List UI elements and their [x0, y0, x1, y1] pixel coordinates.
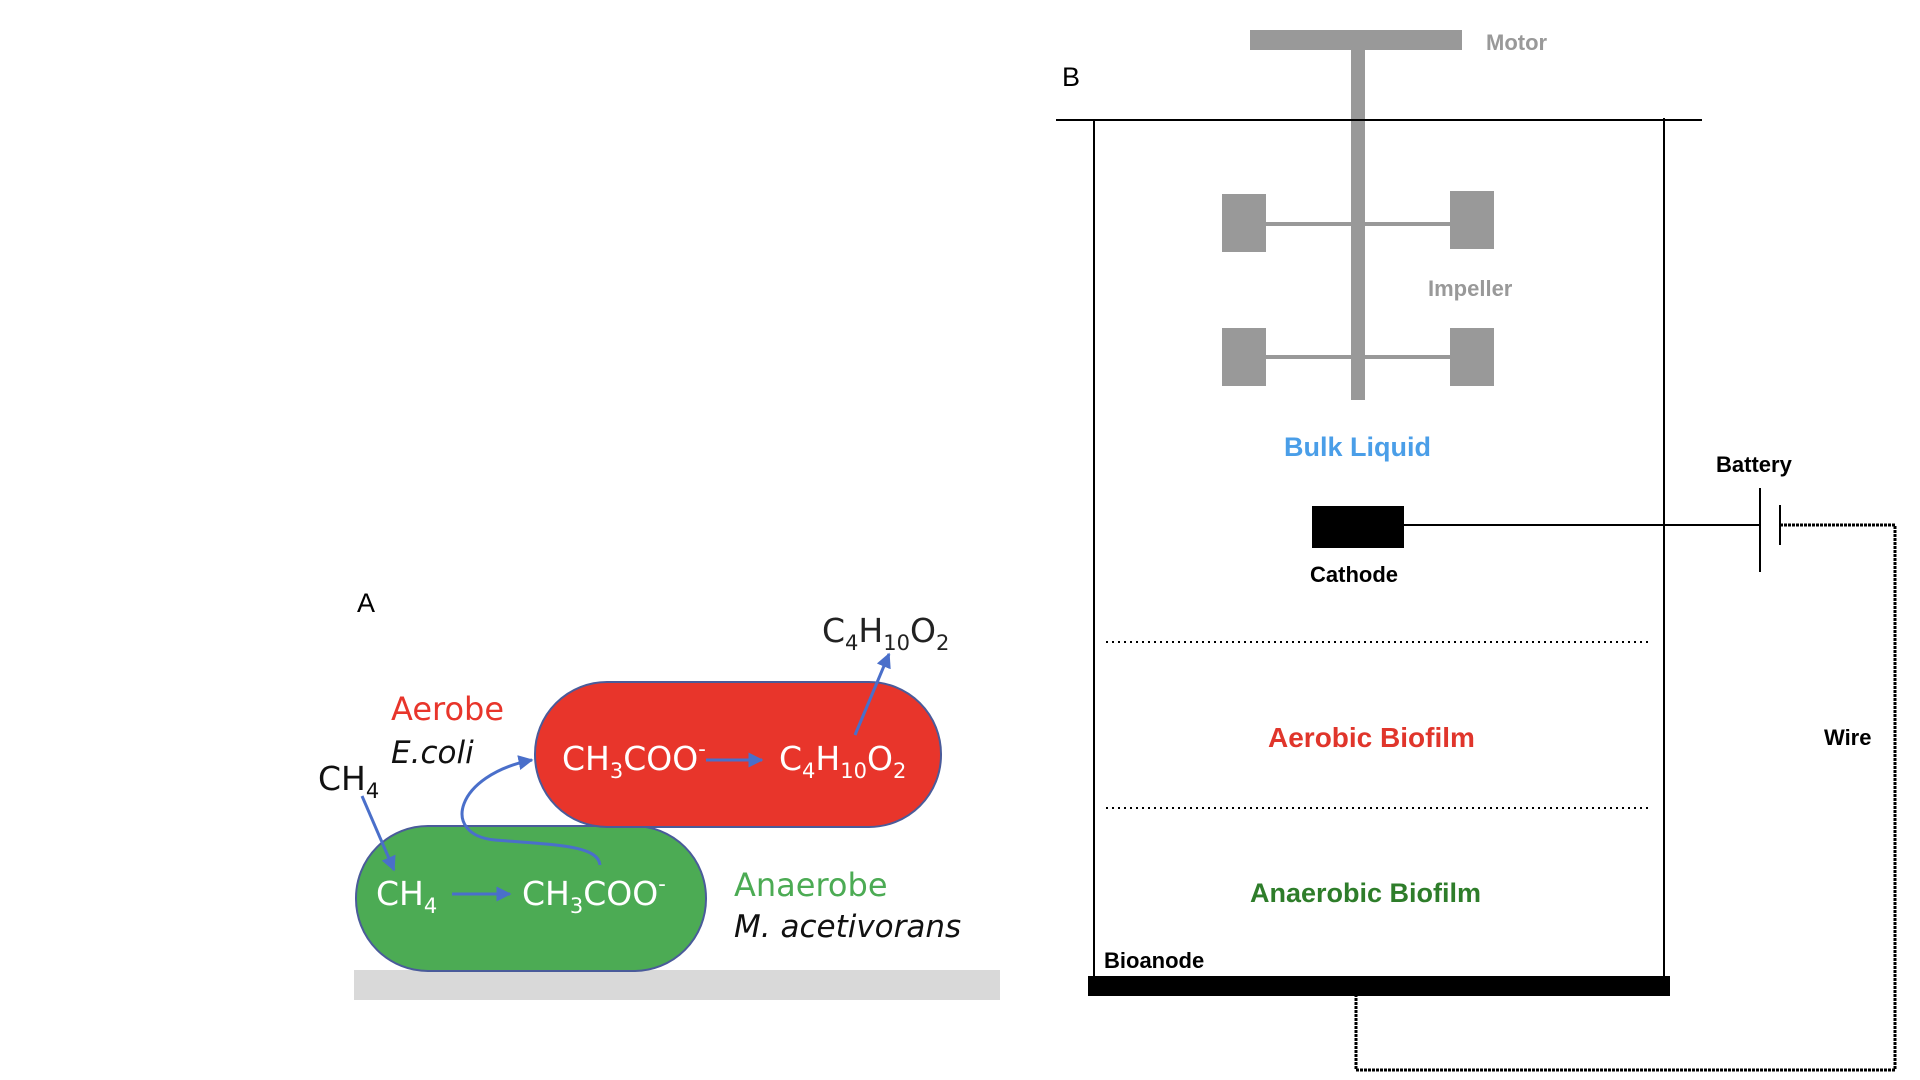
panel-b: B Motor Impeller Bulk Liquid Cathode Bat…: [1056, 30, 1897, 1072]
panel-a: A CH4 CH3COO- CH3COO- C4H10O2 C4H10O2 CH…: [318, 588, 1000, 1000]
external-wire: [1354, 523, 1897, 1072]
anaerobe-cell: [355, 825, 707, 972]
cathode-label: Cathode: [1310, 562, 1398, 587]
bioanode-label: Bioanode: [1104, 948, 1204, 973]
anaerobic-biofilm-label: Anaerobic Biofilm: [1250, 878, 1481, 908]
impeller-blade: [1450, 191, 1494, 249]
aerobe-reactant-label: CH3COO-: [562, 737, 706, 783]
bioanode: [1088, 976, 1670, 996]
impeller-label: Impeller: [1428, 276, 1513, 301]
anaerobe-product-label: CH3COO-: [522, 872, 666, 918]
impeller-blade: [1450, 328, 1494, 386]
impeller-blade: [1222, 328, 1266, 386]
panel-a-label: A: [357, 588, 375, 618]
aerobe-species: E.coli: [391, 735, 474, 771]
aerobe-cell: [534, 681, 942, 828]
wire-label: Wire: [1824, 725, 1871, 750]
substrate-surface: [354, 970, 1000, 1000]
battery-label: Battery: [1716, 452, 1793, 477]
anaerobe-title: Anaerobe: [734, 866, 888, 904]
motor-bar: [1250, 30, 1462, 50]
cathode: [1312, 506, 1404, 548]
motor-label: Motor: [1486, 30, 1548, 55]
panel-b-label: B: [1062, 62, 1080, 92]
secretion-arrow: [853, 652, 891, 736]
impeller-blade: [1222, 194, 1266, 252]
secreted-product-label: C4H10O2: [822, 611, 949, 655]
external-methane-label: CH4: [318, 759, 379, 803]
acetate-transfer-arrow: [460, 755, 602, 866]
anaerobe-species: M. acetivorans: [734, 909, 961, 945]
aerobe-title: Aerobe: [391, 690, 504, 728]
bulk-liquid-label: Bulk Liquid: [1284, 432, 1431, 462]
methane-uptake-arrow: [360, 795, 396, 872]
aerobic-biofilm-label: Aerobic Biofilm: [1268, 722, 1475, 753]
